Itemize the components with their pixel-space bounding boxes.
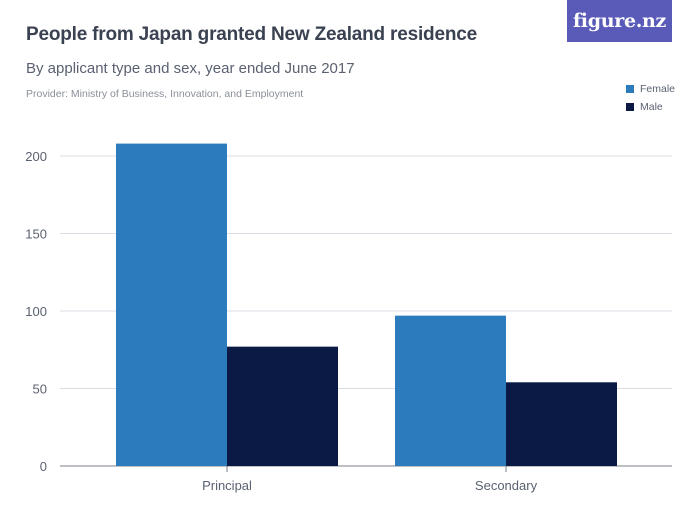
chart-legend: Female Male xyxy=(626,80,675,116)
legend-label-male: Male xyxy=(640,101,663,113)
chart-subtitle: By applicant type and sex, year ended Ju… xyxy=(26,60,355,77)
bar-female-principal xyxy=(116,143,227,466)
legend-label-female: Female xyxy=(640,83,676,95)
bar-male-principal xyxy=(227,346,338,466)
y-tick-label-100: 100 xyxy=(25,304,47,319)
y-tick-label-50: 50 xyxy=(33,382,47,397)
y-tick-label-0: 0 xyxy=(40,459,47,474)
y-tick-label-200: 200 xyxy=(25,149,47,164)
y-tick-label-150: 150 xyxy=(25,227,47,242)
data-provider: Provider: Ministry of Business, Innovati… xyxy=(26,88,304,100)
legend-item-male: Male xyxy=(626,98,675,116)
bar-male-secondary xyxy=(506,382,617,466)
legend-swatch-female xyxy=(626,85,634,93)
legend-item-female: Female xyxy=(626,80,675,98)
x-tick-label-principal: Principal xyxy=(202,478,252,493)
x-tick-label-secondary: Secondary xyxy=(475,478,538,493)
figure-nz-logo[interactable]: figure.nz xyxy=(567,0,672,42)
bar-female-secondary xyxy=(395,315,506,466)
legend-swatch-male xyxy=(626,103,634,111)
chart-title: People from Japan granted New Zealand re… xyxy=(26,24,477,45)
